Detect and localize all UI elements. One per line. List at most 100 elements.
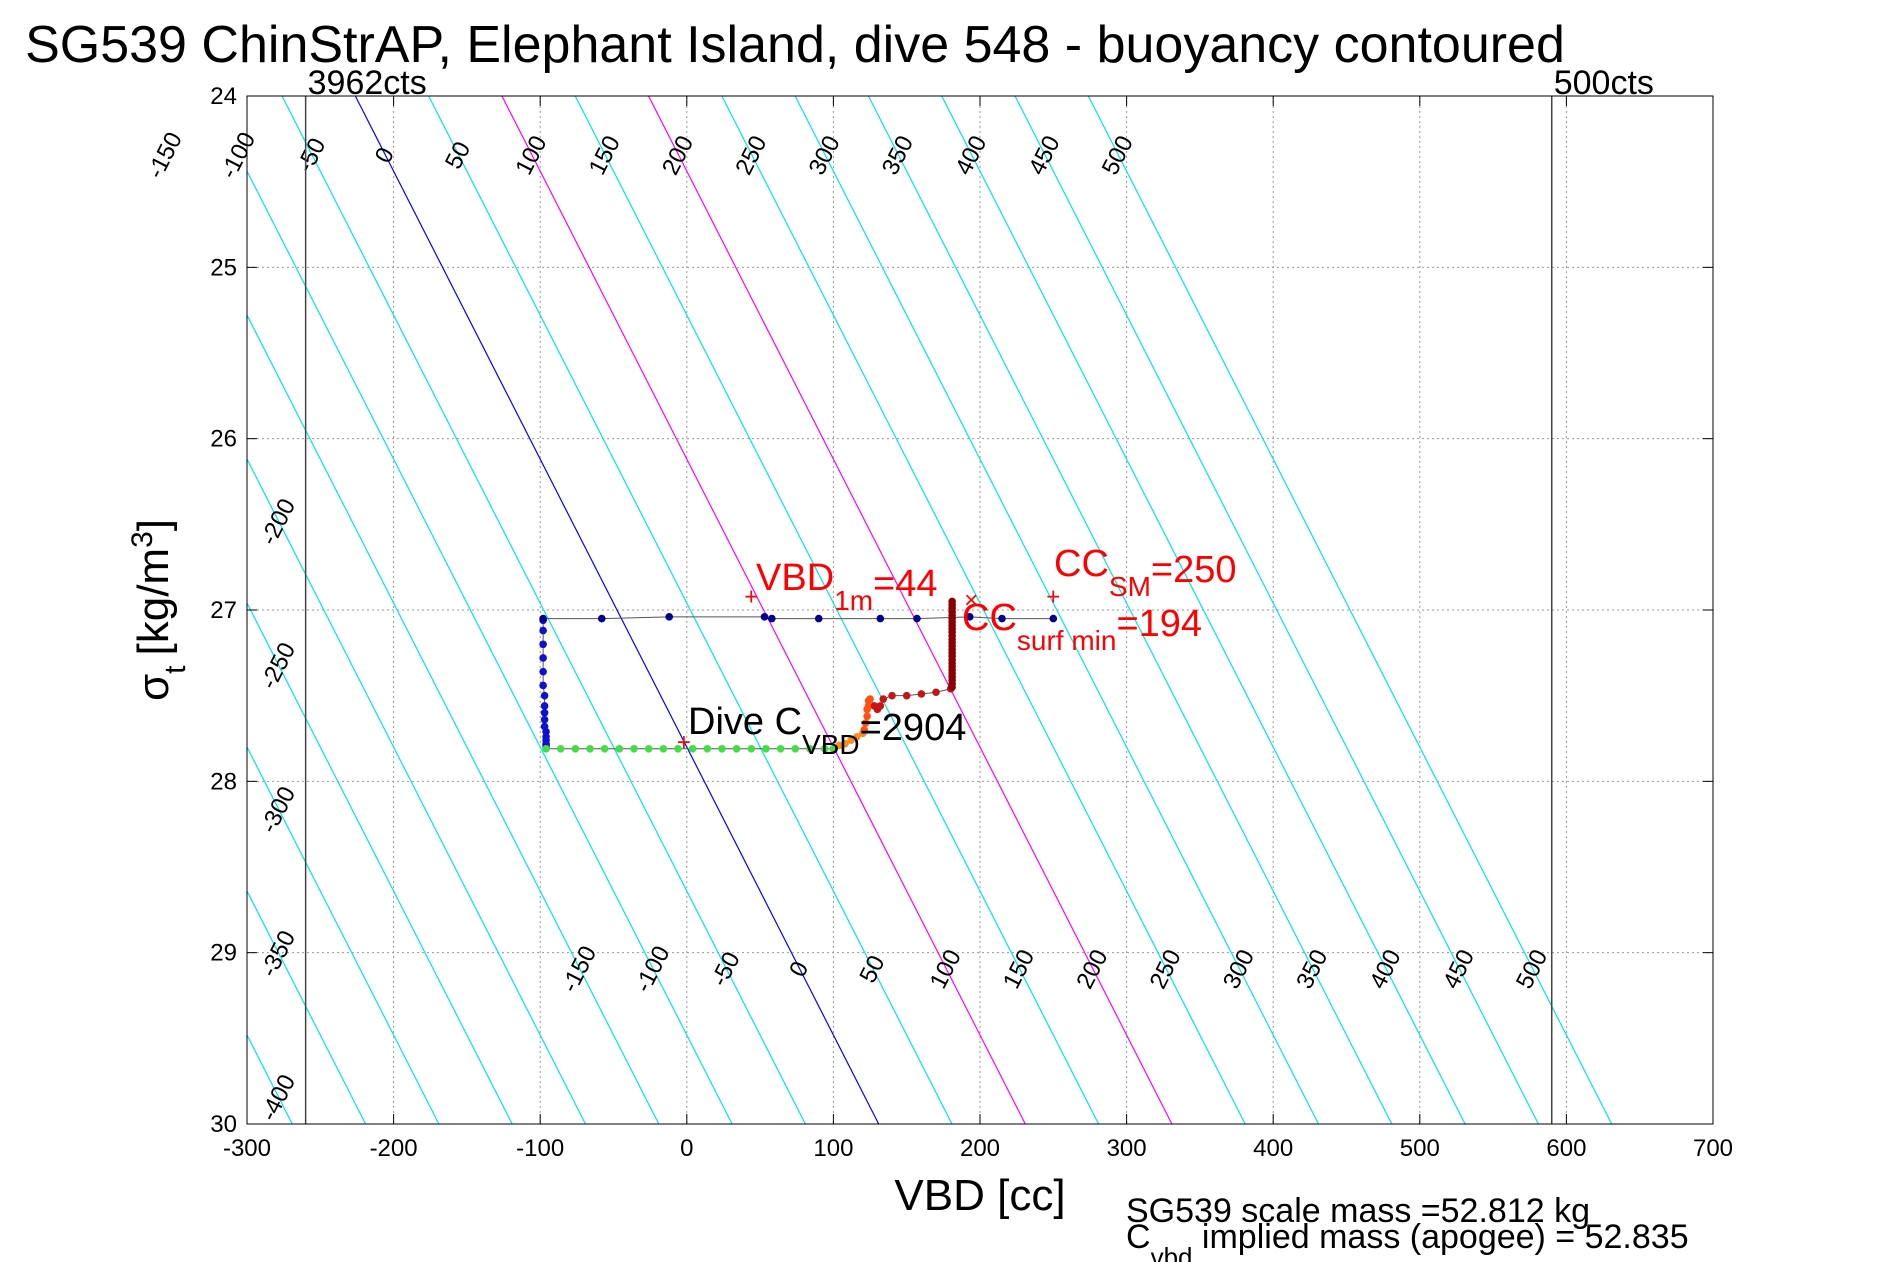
annotation-vbd1m-main: VBD — [756, 557, 834, 599]
data-point — [539, 667, 547, 676]
data-point — [876, 702, 885, 710]
footer-implied-mass-main: C — [1126, 1218, 1151, 1256]
data-point — [540, 715, 549, 724]
contour-line — [247, 457, 587, 1124]
data-point — [863, 712, 871, 721]
x-tick-label: 400 — [1253, 1135, 1293, 1162]
y-tick-label: 28 — [210, 768, 237, 795]
contour-line — [247, 889, 367, 1124]
data-point — [556, 744, 565, 753]
data-point — [948, 683, 956, 691]
marker-symbol: × — [964, 587, 978, 614]
data-point — [747, 744, 756, 753]
y-axis-label-sup: 3 — [126, 531, 159, 548]
data-point — [847, 736, 855, 745]
contour-line — [428, 96, 953, 1124]
data-point — [768, 614, 776, 623]
x-tick-label: 0 — [680, 1135, 693, 1162]
data-point — [1049, 614, 1058, 623]
y-tick-label: 29 — [210, 940, 237, 967]
contour-line — [1087, 96, 1613, 1124]
chart-title: SG539 ChinStrAP, Elephant Island, dive 5… — [25, 16, 1565, 74]
data-point — [539, 614, 547, 623]
x-tick-label: 500 — [1400, 1135, 1440, 1162]
annotation-vbd1m-value: =44 — [873, 563, 937, 605]
data-point — [539, 640, 547, 649]
data-point — [965, 613, 974, 621]
x-tick-label: -300 — [223, 1135, 271, 1162]
x-tick-label: 100 — [813, 1135, 853, 1162]
data-point — [539, 626, 547, 635]
y-tick-label: 25 — [210, 254, 237, 281]
y-axis-label-symbol: σ — [129, 674, 178, 701]
contour-line — [648, 96, 1173, 1124]
data-point — [776, 744, 785, 753]
data-point — [703, 744, 712, 753]
data-point — [718, 744, 726, 753]
data-point — [539, 654, 547, 662]
data-point — [879, 695, 888, 703]
y-tick-label: 27 — [210, 597, 237, 624]
data-point — [820, 744, 829, 753]
buoyancy-contours — [247, 96, 1613, 1124]
reference-markers: + + + × — [677, 583, 1060, 756]
contour-line — [867, 96, 1393, 1124]
annotation-divec-value: =2904 — [860, 707, 967, 749]
data-point — [539, 681, 547, 690]
footer-implied-mass: Cvbd implied mass (apogee) = 52.835 — [1126, 1218, 1689, 1262]
data-point — [674, 744, 682, 753]
y-tick-label: 30 — [210, 1111, 237, 1138]
contour-line — [354, 96, 880, 1124]
annotation-ccsurf-value: =194 — [1116, 603, 1202, 645]
x-tick-label: 300 — [1107, 1135, 1147, 1162]
data-point — [540, 691, 549, 700]
data-point — [998, 614, 1006, 623]
contour-label-top: -150 — [142, 128, 188, 183]
footer-scale-mass: SG539 scale mass =52.812 kg — [1126, 1192, 1590, 1230]
axis-ticks: -300 -200 -100 0 100 200 300 400 500 600 700 24 25 26… — [210, 83, 1733, 1162]
contour-line — [574, 96, 1100, 1124]
data-point — [853, 732, 861, 741]
data-point — [540, 702, 549, 710]
annotation-ccsurf-main: CC — [962, 597, 1017, 639]
x-axis-label: VBD [cc] — [894, 1171, 1065, 1220]
contour-line — [247, 169, 733, 1124]
y-axis-label-sub: t — [159, 665, 192, 674]
x-tick-label: 700 — [1693, 1135, 1733, 1162]
data-point — [806, 744, 814, 753]
annotation-divec-sub: VBD — [802, 729, 860, 760]
y-tick-label: 26 — [210, 426, 237, 453]
data-point — [659, 744, 668, 753]
data-point — [861, 719, 870, 727]
x-tick-label: 600 — [1546, 1135, 1586, 1162]
dive-series — [539, 597, 1058, 753]
data-point — [913, 614, 921, 623]
data-point — [644, 744, 653, 753]
x-tick-label: -100 — [516, 1135, 564, 1162]
x-tick-label: 200 — [960, 1135, 1000, 1162]
data-point — [597, 614, 606, 623]
data-point — [732, 744, 741, 753]
footer-implied-mass-sub: vbd — [1151, 1242, 1193, 1262]
contour-line — [794, 96, 1320, 1124]
x-tick-label: -200 — [370, 1135, 418, 1162]
y-axis-label-close: ] — [129, 519, 178, 531]
marker-symbol: + — [1046, 583, 1060, 610]
annotation-ccsurf: CCsurf min=194 — [962, 597, 1202, 656]
contour-line — [247, 745, 440, 1124]
data-point — [540, 709, 549, 717]
data-point — [888, 691, 896, 700]
data-point — [760, 613, 769, 621]
marker-symbol: + — [744, 583, 758, 610]
data-point — [791, 744, 800, 753]
data-point — [866, 695, 874, 703]
data-point — [542, 744, 550, 753]
data-point — [630, 744, 638, 753]
annotation-ccsm-sub: SM — [1109, 571, 1151, 602]
data-point — [917, 690, 926, 698]
data-point — [902, 691, 911, 700]
data-point — [665, 613, 674, 621]
y-axis-label: σt [kg/m3] — [126, 519, 192, 701]
data-point — [688, 744, 697, 753]
